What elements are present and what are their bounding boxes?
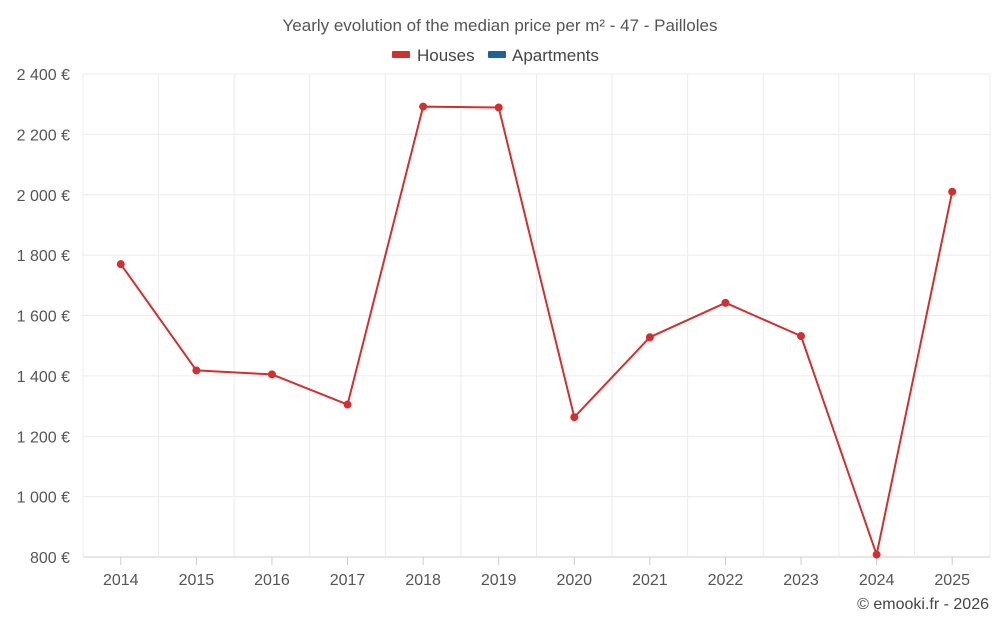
x-tick-label: 2025 bbox=[934, 572, 970, 589]
y-tick-label: 1 600 € bbox=[17, 309, 70, 326]
x-tick-label: 2021 bbox=[632, 572, 668, 589]
chart-title: Yearly evolution of the median price per… bbox=[283, 16, 718, 35]
houses-point-2019[interactable] bbox=[494, 103, 503, 112]
houses-point-2015[interactable] bbox=[192, 366, 201, 375]
houses-point-2021[interactable] bbox=[645, 333, 654, 342]
series-houses bbox=[116, 102, 957, 559]
x-tick-label: 2022 bbox=[708, 572, 744, 589]
legend-swatch-apartments[interactable] bbox=[488, 51, 506, 58]
x-tick-label: 2018 bbox=[405, 572, 441, 589]
x-tick-label: 2023 bbox=[783, 572, 819, 589]
y-tick-label: 2 400 € bbox=[17, 67, 70, 84]
houses-point-2014[interactable] bbox=[116, 260, 125, 269]
x-tick-label: 2015 bbox=[179, 572, 215, 589]
y-tick-label: 1 200 € bbox=[17, 429, 70, 446]
houses-point-2016[interactable] bbox=[267, 370, 276, 379]
houses-line bbox=[119, 105, 954, 556]
legend-swatch-houses[interactable] bbox=[392, 51, 410, 58]
y-tick-label: 2 200 € bbox=[17, 127, 70, 144]
y-tick-label: 800 € bbox=[30, 550, 70, 567]
y-tick-label: 1 800 € bbox=[17, 248, 70, 265]
x-tick-label: 2024 bbox=[859, 572, 895, 589]
houses-point-2018[interactable] bbox=[419, 102, 428, 111]
x-tick-label: 2014 bbox=[103, 572, 139, 589]
x-gridlines bbox=[82, 74, 991, 557]
x-tick-label: 2017 bbox=[330, 572, 366, 589]
legend: Houses Apartments bbox=[392, 46, 599, 65]
x-axis: 2014 2015 2016 2017 2018 2019 2020 2021 2022 2023… bbox=[103, 557, 970, 589]
x-tick-label: 2019 bbox=[481, 572, 517, 589]
houses-point-2023[interactable] bbox=[797, 332, 806, 341]
credit-text: © emooki.fr - 2026 bbox=[857, 596, 989, 613]
y-tick-label: 1 000 € bbox=[17, 490, 70, 507]
houses-point-2017[interactable] bbox=[343, 400, 352, 409]
houses-point-2024[interactable] bbox=[872, 550, 881, 559]
y-axis: 800 € 1 000 € 1 200 € 1 400 € 1 600 € 1 800 €… bbox=[17, 67, 70, 567]
x-tick-label: 2016 bbox=[254, 572, 290, 589]
legend-label-apartments[interactable]: Apartments bbox=[512, 46, 599, 65]
houses-point-2022[interactable] bbox=[721, 298, 730, 307]
x-tick-label: 2020 bbox=[556, 572, 592, 589]
houses-point-2025[interactable] bbox=[948, 187, 957, 196]
houses-point-2020[interactable] bbox=[570, 413, 579, 422]
y-tick-label: 2 000 € bbox=[17, 188, 70, 205]
y-tick-label: 1 400 € bbox=[17, 369, 70, 386]
legend-label-houses[interactable]: Houses bbox=[417, 46, 475, 65]
